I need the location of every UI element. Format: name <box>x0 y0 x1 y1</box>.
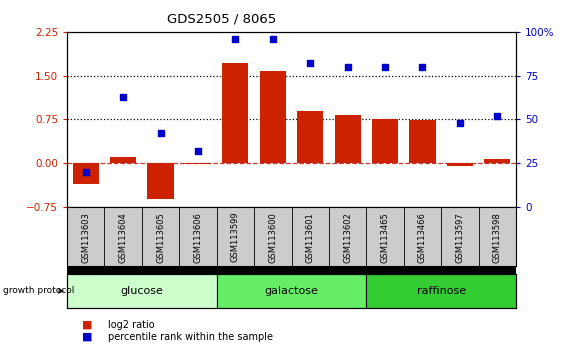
Bar <box>372 120 398 163</box>
Bar <box>447 163 473 166</box>
Text: GSM113601: GSM113601 <box>305 212 315 263</box>
Text: GSM113598: GSM113598 <box>493 212 502 263</box>
Point <box>343 64 352 70</box>
Text: percentile rank within the sample: percentile rank within the sample <box>108 332 273 342</box>
Text: GSM113605: GSM113605 <box>156 212 165 263</box>
Text: ■: ■ <box>82 320 92 330</box>
Bar <box>110 158 136 163</box>
Text: GSM113465: GSM113465 <box>381 212 389 263</box>
Bar <box>409 120 436 163</box>
Bar <box>73 163 99 184</box>
Text: growth protocol: growth protocol <box>3 286 74 296</box>
Point <box>455 120 465 126</box>
Point <box>380 64 389 70</box>
Text: GSM113466: GSM113466 <box>418 212 427 263</box>
Point <box>305 61 315 66</box>
Text: ■: ■ <box>82 332 92 342</box>
Point <box>81 169 90 175</box>
Text: GDS2505 / 8065: GDS2505 / 8065 <box>167 12 276 25</box>
Bar <box>335 115 361 163</box>
Point <box>231 36 240 42</box>
Bar <box>67 274 217 308</box>
Text: GSM113603: GSM113603 <box>81 212 90 263</box>
Bar <box>366 274 516 308</box>
Text: glucose: glucose <box>121 286 163 296</box>
Text: GSM113599: GSM113599 <box>231 212 240 262</box>
Bar <box>217 274 366 308</box>
Text: GSM113604: GSM113604 <box>119 212 128 263</box>
Point <box>194 148 203 154</box>
Text: raffinose: raffinose <box>417 286 466 296</box>
Bar <box>185 163 211 165</box>
Point <box>418 64 427 70</box>
Bar <box>297 111 324 163</box>
Bar <box>484 159 510 163</box>
Point <box>268 36 278 42</box>
Point <box>118 94 128 99</box>
Text: log2 ratio: log2 ratio <box>108 320 154 330</box>
Point <box>156 131 165 136</box>
Bar <box>147 163 174 200</box>
Bar <box>259 71 286 163</box>
Point <box>493 113 502 119</box>
Text: GSM113597: GSM113597 <box>455 212 464 263</box>
Text: GSM113600: GSM113600 <box>268 212 278 263</box>
Text: GSM113602: GSM113602 <box>343 212 352 263</box>
Text: GSM113606: GSM113606 <box>194 212 202 263</box>
Bar <box>222 63 248 163</box>
Text: galactose: galactose <box>265 286 318 296</box>
